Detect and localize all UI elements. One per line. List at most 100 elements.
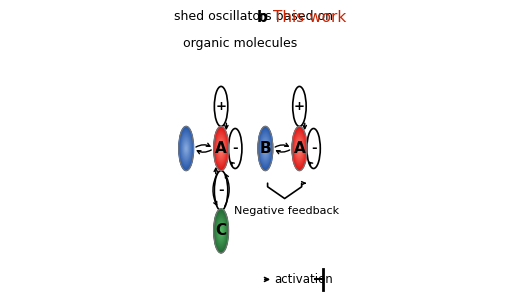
Ellipse shape: [259, 129, 272, 168]
Ellipse shape: [294, 133, 305, 164]
Ellipse shape: [220, 144, 223, 153]
Ellipse shape: [293, 129, 306, 168]
Ellipse shape: [215, 130, 227, 167]
Ellipse shape: [265, 146, 266, 151]
Ellipse shape: [258, 127, 273, 170]
Ellipse shape: [181, 133, 191, 164]
Ellipse shape: [262, 139, 269, 158]
Ellipse shape: [261, 135, 270, 162]
Ellipse shape: [219, 141, 224, 156]
Text: B: B: [260, 141, 271, 156]
Ellipse shape: [221, 230, 222, 232]
Ellipse shape: [214, 209, 228, 253]
Ellipse shape: [261, 136, 269, 161]
Ellipse shape: [218, 139, 224, 158]
Text: +: +: [216, 100, 227, 113]
Ellipse shape: [215, 86, 228, 127]
Ellipse shape: [179, 127, 194, 170]
Ellipse shape: [217, 136, 225, 161]
Ellipse shape: [298, 144, 301, 153]
Ellipse shape: [262, 138, 269, 159]
Ellipse shape: [219, 223, 224, 238]
Ellipse shape: [265, 147, 266, 150]
Ellipse shape: [179, 127, 193, 170]
Ellipse shape: [297, 143, 301, 154]
Ellipse shape: [182, 136, 190, 161]
Ellipse shape: [180, 130, 193, 167]
Ellipse shape: [298, 145, 301, 152]
Ellipse shape: [180, 129, 193, 168]
Text: -: -: [311, 142, 316, 155]
Ellipse shape: [294, 132, 305, 165]
Ellipse shape: [293, 86, 306, 127]
Ellipse shape: [220, 145, 222, 152]
Ellipse shape: [185, 144, 187, 153]
Ellipse shape: [260, 133, 270, 164]
Ellipse shape: [184, 143, 188, 154]
Ellipse shape: [217, 135, 225, 162]
Ellipse shape: [219, 224, 223, 238]
Ellipse shape: [259, 127, 272, 170]
Text: b: b: [257, 10, 268, 25]
Ellipse shape: [292, 127, 307, 170]
Ellipse shape: [228, 129, 242, 168]
Ellipse shape: [217, 218, 225, 244]
Ellipse shape: [264, 143, 267, 154]
Ellipse shape: [295, 135, 304, 162]
Ellipse shape: [214, 127, 228, 170]
Ellipse shape: [298, 146, 300, 151]
Ellipse shape: [216, 133, 226, 164]
Ellipse shape: [218, 220, 225, 242]
Text: -: -: [218, 184, 224, 197]
Ellipse shape: [180, 131, 192, 166]
Text: -: -: [232, 142, 238, 155]
Ellipse shape: [218, 138, 225, 159]
Ellipse shape: [214, 127, 228, 170]
Ellipse shape: [296, 140, 303, 157]
Ellipse shape: [220, 228, 222, 234]
Ellipse shape: [181, 134, 191, 163]
Ellipse shape: [184, 141, 189, 156]
Ellipse shape: [184, 142, 188, 155]
Ellipse shape: [264, 144, 267, 153]
Ellipse shape: [297, 141, 302, 156]
Ellipse shape: [182, 138, 190, 159]
Text: Negative feedback: Negative feedback: [234, 206, 339, 216]
Text: +: +: [294, 100, 305, 113]
Ellipse shape: [185, 145, 187, 152]
Ellipse shape: [218, 222, 224, 240]
Text: organic molecules: organic molecules: [183, 37, 297, 50]
Ellipse shape: [220, 229, 222, 233]
Ellipse shape: [218, 140, 224, 157]
Ellipse shape: [307, 129, 321, 168]
Ellipse shape: [293, 130, 306, 167]
Ellipse shape: [183, 139, 189, 158]
Ellipse shape: [220, 146, 222, 151]
Text: A: A: [215, 141, 227, 156]
Ellipse shape: [261, 134, 270, 163]
Ellipse shape: [185, 146, 187, 151]
Ellipse shape: [216, 132, 227, 165]
Text: This work: This work: [273, 10, 346, 25]
Ellipse shape: [221, 147, 222, 150]
Ellipse shape: [299, 147, 300, 150]
Ellipse shape: [181, 132, 191, 165]
Ellipse shape: [216, 217, 226, 245]
Ellipse shape: [217, 219, 225, 243]
Ellipse shape: [215, 129, 228, 168]
Ellipse shape: [215, 211, 228, 251]
Ellipse shape: [259, 130, 272, 167]
Ellipse shape: [297, 142, 302, 155]
Text: activation: activation: [275, 273, 333, 286]
Ellipse shape: [218, 221, 224, 241]
Ellipse shape: [215, 131, 227, 166]
Ellipse shape: [296, 139, 303, 158]
Ellipse shape: [263, 141, 268, 156]
Ellipse shape: [216, 215, 226, 246]
Ellipse shape: [216, 214, 227, 247]
Ellipse shape: [263, 142, 268, 155]
Text: shed oscillators based on: shed oscillators based on: [174, 10, 333, 23]
Ellipse shape: [215, 212, 227, 250]
Ellipse shape: [295, 136, 304, 161]
Text: A: A: [293, 141, 305, 156]
